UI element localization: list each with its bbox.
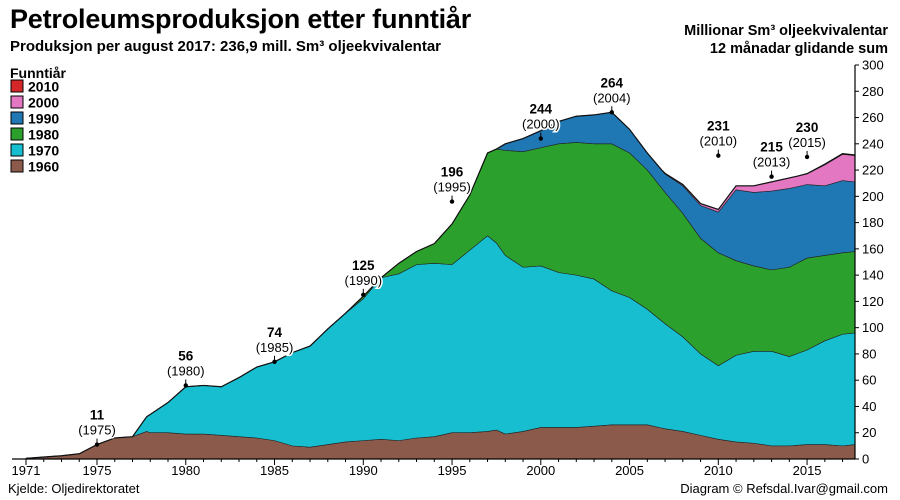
y-tick-label: 260 — [862, 110, 884, 125]
y-tick-label: 160 — [862, 241, 884, 256]
annotation-year: (2004) — [593, 90, 631, 105]
total-outline — [25, 111, 856, 459]
legend-swatch-1990 — [10, 111, 24, 125]
annotation-year: (1975) — [78, 423, 116, 438]
annotation-value: 231 — [707, 119, 730, 134]
unit-line-1: Millionar Sm³ oljeekvivalentar — [684, 23, 888, 39]
annotation-year: (1995) — [433, 180, 471, 195]
annotation-year: (1985) — [256, 340, 294, 355]
x-tick-label: 1980 — [171, 463, 200, 478]
annotation-value: 264 — [601, 75, 624, 90]
y-tick-label: 40 — [862, 399, 876, 414]
legend-label-1980: 1980 — [28, 127, 59, 143]
legend-swatch-2000 — [10, 95, 24, 109]
x-tick-label: 1990 — [349, 463, 378, 478]
x-tick-label: 1985 — [260, 463, 289, 478]
x-tick-label: 2005 — [615, 463, 644, 478]
chart-subtitle: Produksjon per august 2017: 236,9 mill. … — [10, 38, 442, 55]
legend-swatch-2010 — [10, 79, 24, 93]
source-note: Kjelde: Oljedirektoratet — [8, 481, 140, 496]
legend-label-2010: 2010 — [28, 79, 59, 95]
y-tick-label: 280 — [862, 84, 884, 99]
legend-swatch-1960 — [10, 159, 24, 173]
annotation-year: (1980) — [167, 363, 205, 378]
legend-swatch-1970 — [10, 143, 24, 157]
legend-label-2000: 2000 — [28, 95, 59, 111]
legend-swatch-1980 — [10, 127, 24, 141]
annotations: 11(1975) 56(1980) 74(1985) 125(1990) 196(199… — [77, 75, 827, 447]
annotation-value: 56 — [178, 348, 194, 363]
chart-title: Petroleumsproduksjon etter funntiår — [10, 4, 472, 34]
y-tick-label: 80 — [862, 346, 876, 361]
annotation-year: (2015) — [788, 135, 826, 150]
y-tick-label: 220 — [862, 163, 884, 178]
y-tick-label: 200 — [862, 189, 884, 204]
x-tick-label: 2000 — [526, 463, 555, 478]
axes: 0 20 40 60 80 100 120 140 160 180 200 220 240 260 280 3… — [12, 58, 884, 479]
annotation-year: (2000) — [522, 117, 560, 132]
credit-note: Diagram © Refsdal.Ivar@gmail.com — [680, 481, 888, 496]
x-tick-label: 2010 — [704, 463, 733, 478]
y-tick-label: 20 — [862, 425, 876, 440]
y-tick-label: 60 — [862, 373, 876, 388]
annotation-value: 230 — [796, 120, 819, 135]
legend-label-1960: 1960 — [28, 159, 59, 175]
y-tick-label: 180 — [862, 215, 884, 230]
x-tick-label: 1995 — [438, 463, 467, 478]
annotation-value: 196 — [441, 165, 464, 180]
area-layers — [25, 111, 856, 460]
x-tick-label: 1971 — [12, 463, 41, 478]
x-tick-label: 2015 — [793, 463, 822, 478]
annotation-year: (1990) — [344, 273, 382, 288]
y-tick-label: 140 — [862, 268, 884, 283]
annotation-value: 244 — [530, 102, 553, 117]
legend-label-1970: 1970 — [28, 143, 59, 159]
y-tick-label: 300 — [862, 58, 884, 73]
y-tick-label: 240 — [862, 136, 884, 151]
annotation-value: 215 — [760, 140, 783, 155]
annotation-year: (2010) — [700, 134, 738, 149]
annotation-value: 125 — [352, 258, 375, 273]
legend-title: Funntiår — [10, 65, 67, 81]
legend-label-1990: 1990 — [28, 111, 59, 127]
y-tick-label: 100 — [862, 320, 884, 335]
unit-line-2: 12 månadar glidande sum — [709, 41, 888, 57]
annotation-year: (2013) — [753, 155, 791, 170]
y-axis-unit: Millionar Sm³ oljeekvivalentar 12 månada… — [684, 22, 888, 58]
annotation-value: 11 — [90, 408, 105, 423]
y-tick-label: 120 — [862, 294, 884, 309]
y-tick-label: 0 — [862, 452, 869, 467]
x-tick-label: 1975 — [83, 463, 112, 478]
annotation-value: 74 — [267, 325, 283, 340]
